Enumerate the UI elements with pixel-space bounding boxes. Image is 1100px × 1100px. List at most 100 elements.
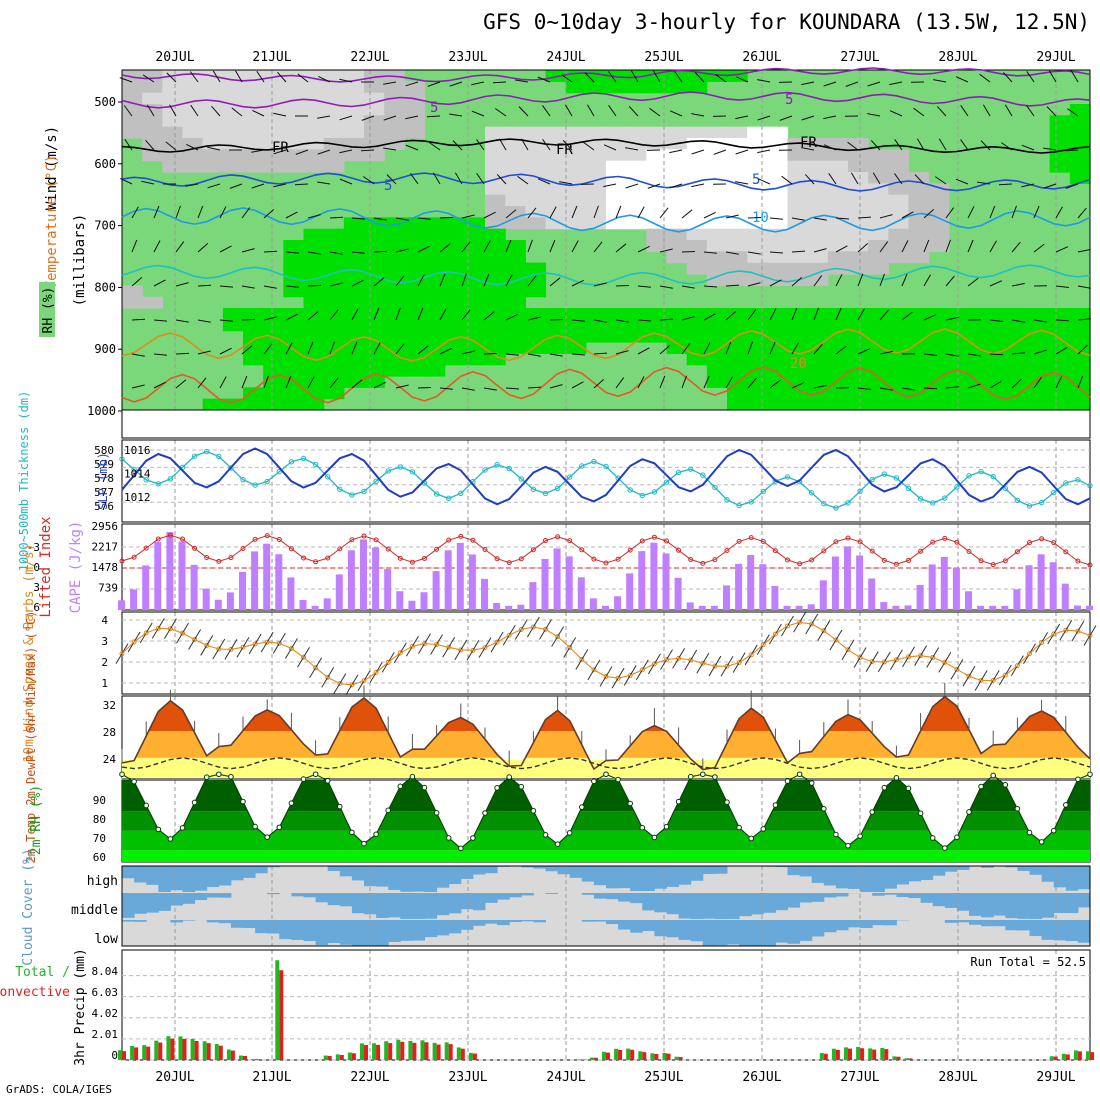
wind-barb bbox=[1026, 71, 1035, 83]
rh-cell bbox=[545, 149, 567, 162]
cloud-bar bbox=[1017, 920, 1030, 931]
precip-convective-bar bbox=[678, 1057, 683, 1060]
rh-cell bbox=[343, 274, 365, 286]
wind-barb bbox=[131, 239, 138, 253]
lifted-index-marker bbox=[906, 557, 911, 563]
wind-barb bbox=[608, 105, 617, 117]
rh-cell bbox=[464, 330, 486, 343]
precip-total-bar bbox=[130, 1046, 135, 1060]
rh-cell bbox=[364, 149, 385, 162]
cloud-bar bbox=[823, 893, 837, 898]
cloud-bar bbox=[896, 893, 909, 898]
cloud-bar bbox=[714, 893, 728, 919]
cloud-bar bbox=[243, 920, 256, 928]
rh-cell bbox=[424, 228, 446, 241]
rh-cell bbox=[1069, 342, 1091, 354]
rh-cell bbox=[908, 183, 930, 196]
wind-barb bbox=[735, 115, 749, 120]
rh-cell bbox=[767, 160, 789, 173]
rh-cell bbox=[404, 342, 426, 354]
rh-cell bbox=[848, 206, 869, 218]
wind-barb bbox=[608, 71, 617, 83]
rh-cell bbox=[827, 228, 849, 241]
rh-cell bbox=[626, 194, 647, 207]
rh-cell bbox=[485, 126, 506, 139]
wind-barb bbox=[593, 319, 607, 323]
cape-bar bbox=[323, 598, 331, 610]
rh-cell bbox=[747, 342, 768, 354]
rh-cell bbox=[545, 217, 567, 230]
lifted-index-marker bbox=[192, 545, 198, 551]
precip-total-bar bbox=[166, 1036, 171, 1060]
rh-cell bbox=[323, 342, 345, 354]
rh-cell bbox=[384, 251, 405, 264]
cape-bar bbox=[226, 592, 234, 610]
rh-cell bbox=[343, 138, 365, 150]
wind-barb bbox=[124, 138, 133, 151]
rh-cell bbox=[485, 160, 506, 173]
cloud-bar bbox=[1041, 920, 1055, 940]
wind-barb bbox=[659, 318, 674, 321]
wind-barb bbox=[1033, 319, 1047, 323]
cape-bar bbox=[771, 586, 779, 610]
cloud-bar bbox=[775, 893, 788, 911]
cloud-bar bbox=[606, 893, 619, 900]
wind-barb bbox=[417, 245, 430, 253]
thickness-tick-label: 576 bbox=[94, 500, 114, 513]
rh-cell bbox=[585, 70, 607, 82]
rh-cell bbox=[142, 149, 163, 162]
wind-speed-marker bbox=[119, 651, 125, 657]
rh-cell bbox=[444, 262, 466, 275]
wind-barb bbox=[395, 307, 401, 321]
cape-bar bbox=[638, 551, 646, 610]
wind-barb bbox=[649, 107, 661, 117]
wind-barb bbox=[235, 70, 243, 83]
wind-speed-marker bbox=[736, 660, 742, 666]
wind-barb bbox=[681, 209, 693, 219]
lifted-index-marker bbox=[785, 557, 790, 563]
wind-barb bbox=[850, 172, 859, 185]
precip-legend-convective: Rain Convective bbox=[0, 985, 70, 1000]
wind-barb bbox=[901, 240, 909, 253]
date-label-bottom: 29JUL bbox=[1036, 1070, 1075, 1085]
rh-cell bbox=[666, 149, 688, 162]
thickness-marker bbox=[433, 491, 440, 497]
wind-barb bbox=[219, 319, 233, 322]
rh-cell bbox=[1029, 376, 1051, 388]
lifted-index-marker bbox=[821, 548, 827, 554]
rh-cell bbox=[505, 138, 526, 150]
rh-cell bbox=[243, 149, 264, 162]
wind-barb bbox=[769, 251, 784, 254]
cloud-bar bbox=[581, 893, 595, 895]
cape-bar bbox=[456, 542, 464, 610]
wind-barb bbox=[593, 379, 605, 389]
wind-barb bbox=[476, 173, 485, 185]
rh-cell bbox=[1069, 308, 1091, 320]
precip-convective-bar bbox=[823, 1053, 828, 1060]
wind-barb bbox=[273, 112, 287, 117]
rh-marker bbox=[748, 835, 755, 842]
cape-bar bbox=[1061, 583, 1069, 610]
wind-barb bbox=[1011, 282, 1025, 287]
rh-cell bbox=[263, 126, 284, 139]
rh-cell bbox=[1069, 387, 1091, 400]
rh-marker bbox=[349, 829, 355, 836]
rh-cell bbox=[606, 70, 627, 82]
rh-cell bbox=[888, 319, 910, 332]
cloud-bar bbox=[557, 866, 571, 875]
precip-total-bar bbox=[372, 1043, 377, 1060]
wind-barb bbox=[1033, 205, 1040, 219]
wind-barb bbox=[998, 183, 1013, 186]
rh-cell bbox=[969, 319, 990, 332]
wind-barb bbox=[1011, 319, 1025, 323]
wind-barb bbox=[123, 105, 133, 117]
wind-barb bbox=[329, 251, 343, 255]
rh-cell bbox=[807, 149, 829, 162]
cloud-bar bbox=[533, 866, 546, 869]
rh-cell bbox=[666, 217, 688, 230]
rh-cell bbox=[323, 274, 345, 286]
rh-cell bbox=[646, 183, 668, 196]
rh-cell bbox=[868, 217, 889, 230]
wind-barb bbox=[1004, 104, 1013, 117]
wind-barb bbox=[1011, 352, 1025, 355]
